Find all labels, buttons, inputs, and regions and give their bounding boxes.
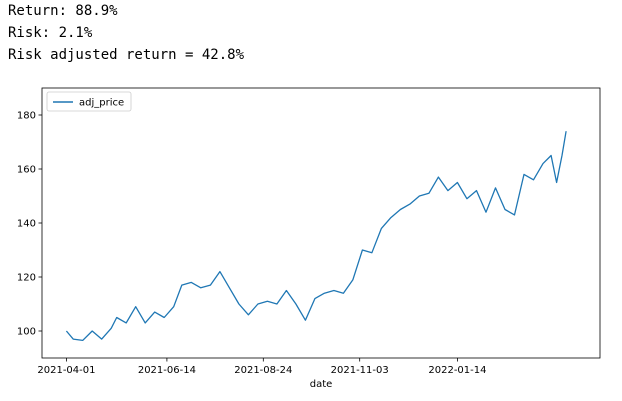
y-tick-label: 120	[17, 273, 36, 284]
x-tick-label: 2021-11-03	[331, 365, 389, 376]
return-line: Return: 88.9%	[8, 3, 118, 19]
risk-line: Risk: 2.1%	[8, 25, 93, 41]
x-tick-label: 2022-01-14	[428, 365, 486, 376]
y-tick-label: 100	[17, 327, 36, 338]
x-axis-label: date	[310, 379, 333, 390]
y-tick-label: 160	[17, 165, 36, 176]
x-tick-label: 2021-08-24	[234, 365, 292, 376]
plot-frame	[41, 87, 601, 359]
legend-box	[46, 91, 132, 112]
y-tick-label: 180	[17, 111, 36, 122]
legend: adj_price	[46, 91, 132, 112]
ticks-layer: 100 120 140 160 180 2021-04-01 2021-06-14 2021-…	[17, 111, 487, 377]
x-tick-label: 2021-04-01	[37, 365, 95, 376]
line-layer	[65, 131, 567, 342]
y-tick-label: 140	[17, 219, 36, 230]
series-line-adj-price	[65, 131, 567, 342]
legend-label: adj_price	[79, 98, 124, 109]
x-tick-label: 2021-06-14	[138, 365, 196, 376]
risk-adjusted-line: Risk adjusted return = 42.8%	[8, 47, 245, 63]
output-text: Return: 88.9% Risk: 2.1% Risk adjusted r…	[8, 0, 244, 66]
